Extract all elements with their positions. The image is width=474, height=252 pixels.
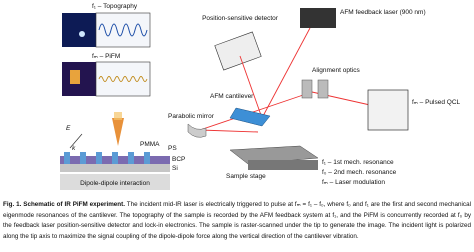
qcl	[367, 89, 409, 131]
substrate	[60, 164, 170, 172]
waveform	[98, 23, 148, 37]
label: PS	[168, 145, 177, 152]
label: k	[72, 145, 76, 152]
feedback-laser	[300, 8, 336, 28]
cantilever	[229, 107, 271, 127]
label: Si	[172, 165, 178, 172]
label: Alignment optics	[312, 67, 360, 74]
stripes	[64, 152, 150, 164]
label: Sample stage	[226, 173, 266, 180]
dipole-bar	[60, 174, 170, 190]
detector	[214, 31, 262, 71]
topography-image	[62, 13, 96, 47]
tip	[112, 118, 124, 146]
mirror	[187, 123, 207, 138]
schematic: f₁ – Topography fₘ – PiFM Position-sensi…	[60, 3, 461, 190]
label: PMMA	[140, 141, 160, 148]
label: Dipole-dipole interaction	[80, 180, 150, 187]
label: fₘ – Pulsed QCL	[412, 99, 461, 106]
caption: Fig. 1. Schematic of IR PiFM experiment.…	[3, 200, 471, 242]
legend-entry: f₁ – 1st mech. resonance	[322, 159, 394, 166]
label: AFM feedback laser (900 nm)	[340, 9, 426, 16]
label: E	[66, 125, 71, 132]
label: Position-sensitive detector	[202, 15, 279, 22]
arrow	[69, 133, 83, 149]
legend-entry: fₘ – Laser modulation	[322, 179, 385, 186]
waveform	[98, 76, 148, 82]
optics	[317, 79, 329, 99]
label: fₘ – PiFM	[92, 53, 120, 60]
label: BCP	[172, 156, 185, 163]
glow	[114, 112, 122, 120]
optics	[301, 79, 313, 99]
caption-title: Fig. 1. Schematic of IR PiFM experiment.	[3, 201, 125, 208]
spot	[70, 70, 80, 84]
label: AFM cantilever	[210, 93, 254, 100]
stage	[229, 145, 319, 165]
label: f₁ – Topography	[92, 3, 138, 10]
label: Parabolic mirror	[168, 113, 215, 120]
spot	[79, 31, 85, 37]
caption-body: The incident mid-IR laser is electricall…	[3, 201, 471, 240]
stage	[248, 160, 318, 170]
legend-entry: f₀ – 2nd mech. resonance	[322, 169, 397, 176]
